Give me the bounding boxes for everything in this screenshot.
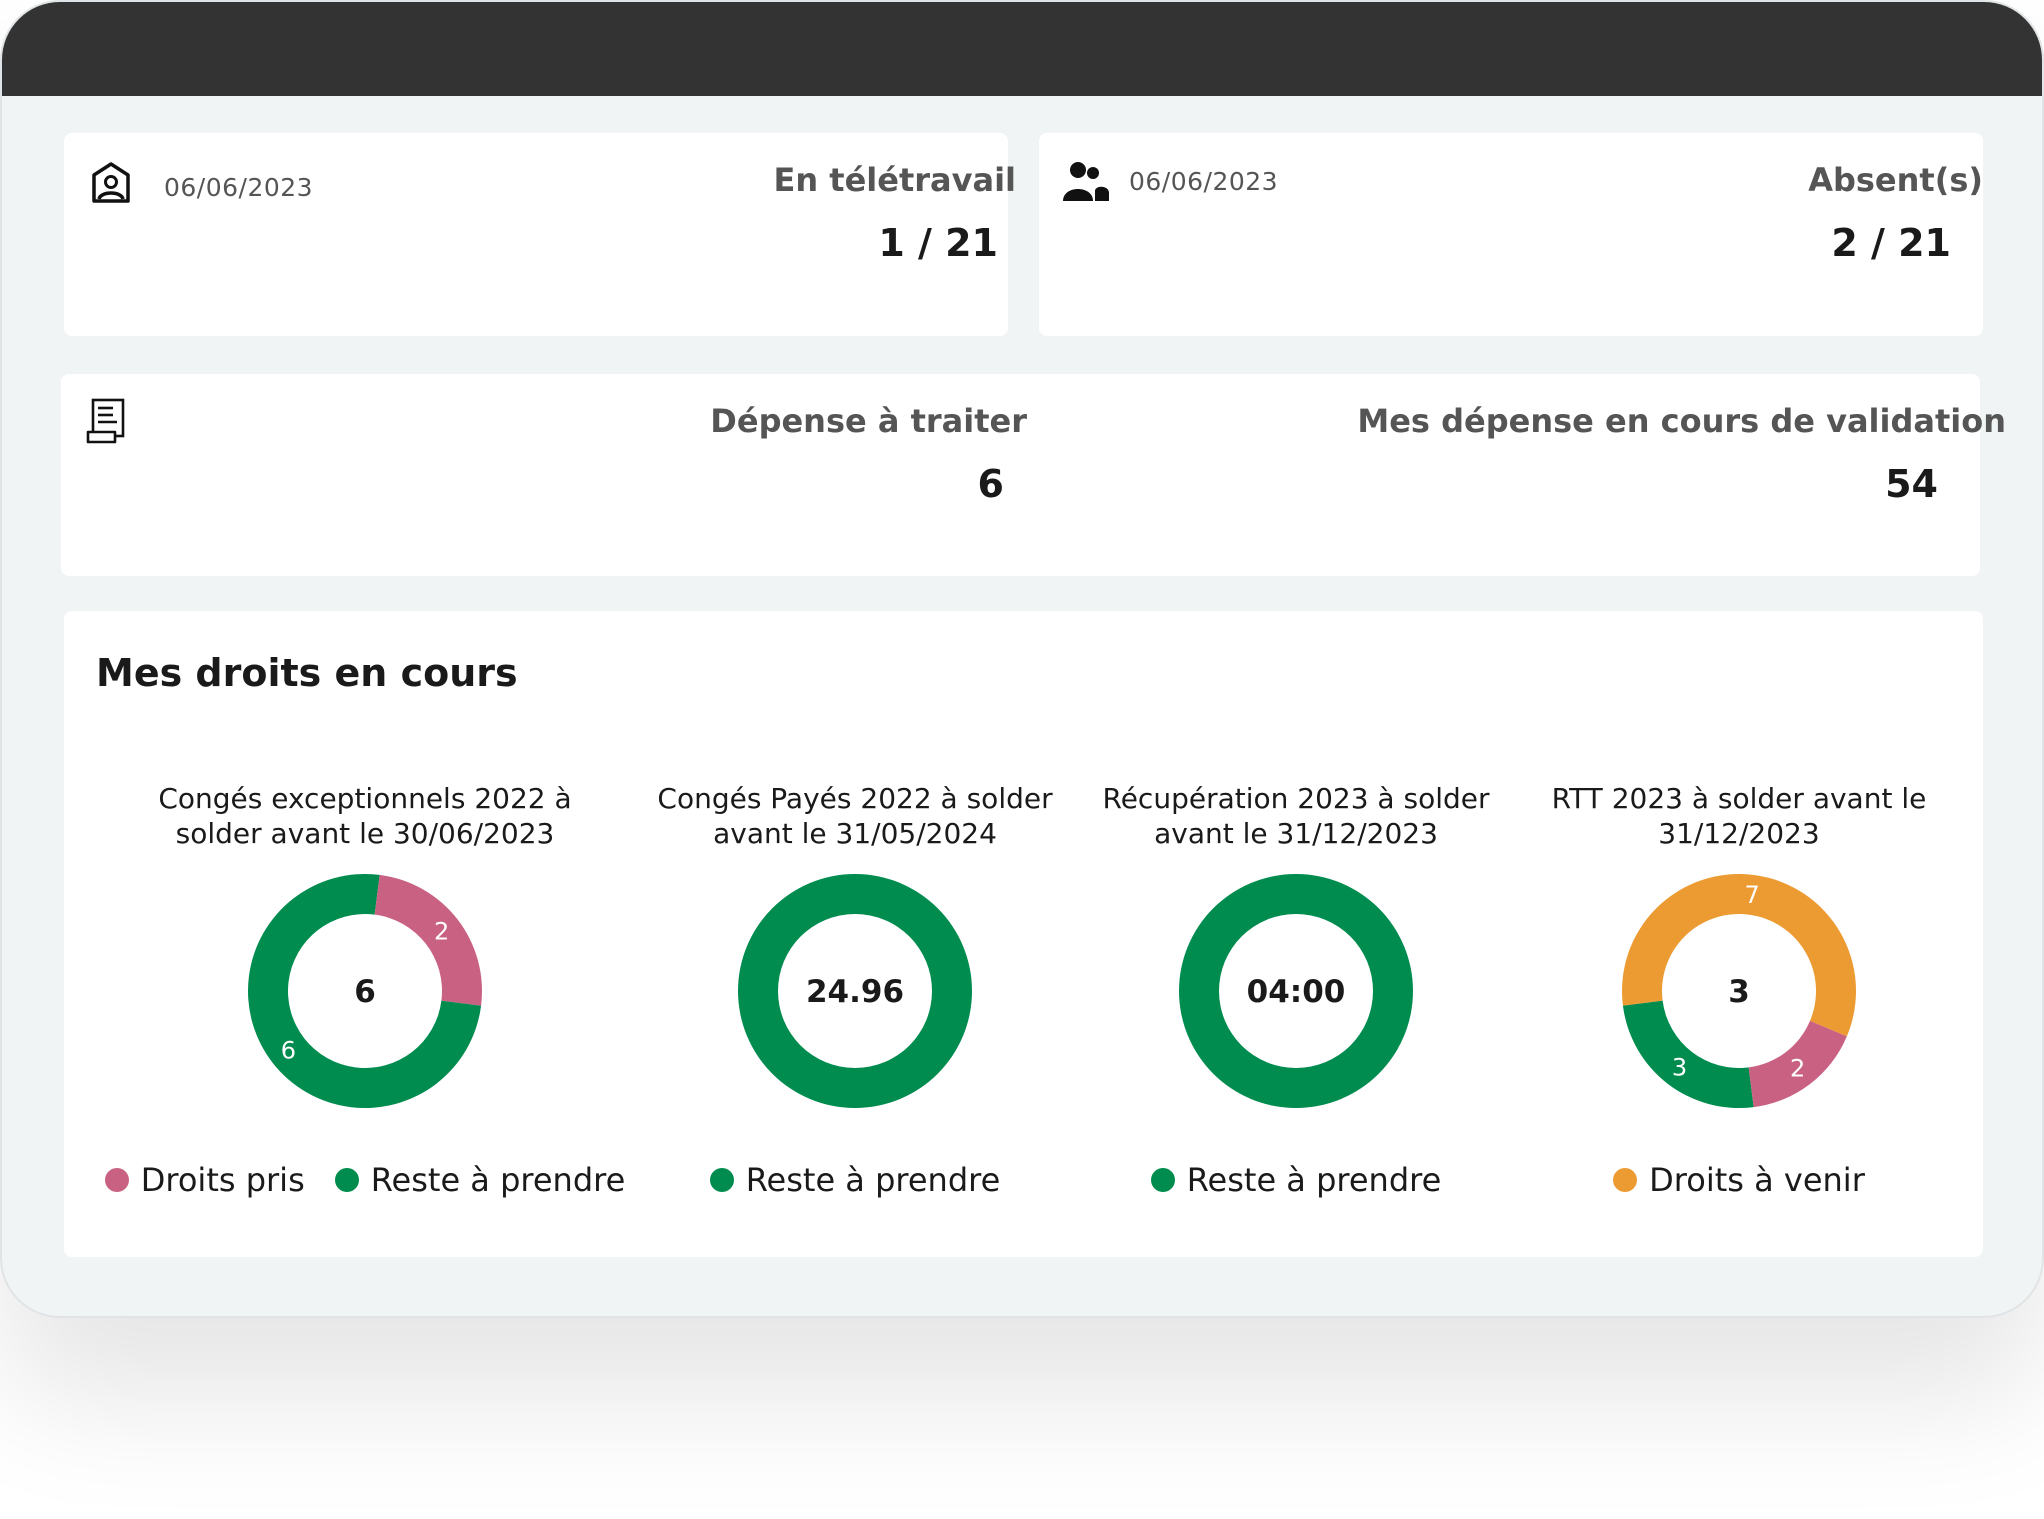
legend-item-reste-a-prendre[interactable]: Reste à prendre [334, 1161, 626, 1199]
legend-item-reste-a-prendre[interactable]: Reste à prendre [709, 1161, 1001, 1199]
slice-value-label: 2 [1790, 1054, 1805, 1082]
chart-title: RTT 2023 à solder avant le 31/12/2023 [1551, 782, 1927, 850]
donut-center-value: 24.96 [806, 974, 904, 1010]
window-titlebar [2, 2, 2042, 96]
depense-validation-value: 54 [1885, 462, 1938, 506]
absents-value: 2 / 21 [1831, 221, 1951, 265]
droits-card: Mes droits en cours Congés exceptionnels… [64, 611, 1983, 1257]
chart-title: Récupération 2023 à solder avant le 31/1… [1102, 782, 1490, 850]
teletravail-date: 06/06/2023 [164, 173, 314, 202]
users-icon [1063, 162, 1109, 201]
donut-slice-droits-a-venir[interactable] [1622, 874, 1856, 1037]
chart-conges-exceptionnels: Congés exceptionnels 2022 à solder avant… [104, 781, 625, 1211]
depenses-card[interactable]: Dépense à traiter 6 Mes dépense en cours… [61, 374, 2006, 576]
legend-item-reste-a-prendre[interactable]: Reste à prendre [1150, 1161, 1442, 1199]
donut-center-value: 6 [354, 974, 376, 1010]
receipt-icon [86, 398, 125, 444]
legend-dot-icon [1150, 1168, 1175, 1192]
chart-rtt: RTT 2023 à solder avant le 31/12/2023 3 7… [1519, 781, 1959, 1211]
teletravail-title: En télétravail [773, 161, 1016, 199]
chart-title: Congés Payés 2022 à solder avant le 31/0… [657, 782, 1053, 850]
legend-item-droits-pris[interactable]: Droits pris [104, 1161, 305, 1199]
absents-card[interactable]: 06/06/2023 Absent(s) 2 / 21 [1039, 133, 1983, 336]
slice-value-label: 7 [1745, 881, 1760, 909]
donut-chart: 04:00 [1179, 874, 1413, 1108]
legend-label: Droits à venir [1649, 1161, 1865, 1199]
chart-legend: Reste à prendre [1076, 1161, 1516, 1199]
depense-a-traiter-title: Dépense à traiter [710, 402, 1027, 440]
donut-slice-reste-a-prendre[interactable] [738, 874, 972, 1108]
depense-validation-title: Mes dépense en cours de validation [1357, 402, 2006, 440]
slice-value-label: 2 [434, 918, 449, 946]
donut-slice-droits-pris[interactable] [1748, 1020, 1847, 1108]
legend-dot-icon [709, 1168, 734, 1192]
donut-chart: 6 2 6 [248, 874, 482, 1108]
legend-dot-icon [104, 1168, 129, 1192]
teletravail-value: 1 / 21 [878, 221, 998, 265]
teletravail-card[interactable]: 06/06/2023 En télétravail 1 / 21 [64, 133, 1016, 336]
donut-chart: 24.96 [738, 874, 972, 1108]
donut-center-value: 3 [1728, 974, 1750, 1010]
donut-slice-reste-a-prendre[interactable] [1622, 1000, 1754, 1108]
chart-legend: Droits à venir [1519, 1161, 1959, 1199]
legend-label: Droits pris [140, 1161, 305, 1199]
slice-value-label: 3 [1672, 1054, 1687, 1082]
legend-dot-icon [334, 1168, 359, 1192]
legend-dot-icon [1613, 1168, 1638, 1192]
legend-label: Reste à prendre [1186, 1161, 1442, 1199]
chart-title: Congés exceptionnels 2022 à solder avant… [158, 782, 572, 850]
legend-label: Reste à prendre [745, 1161, 1001, 1199]
donut-chart: 3 7 2 3 [1622, 874, 1856, 1108]
legend-label: Reste à prendre [370, 1161, 626, 1199]
donut-center-value: 04:00 [1247, 974, 1346, 1010]
home-user-icon [92, 162, 130, 203]
droits-title: Mes droits en cours [96, 651, 518, 695]
chart-legend: Reste à prendre [635, 1161, 1075, 1199]
chart-recuperation: Récupération 2023 à solder avant le 31/1… [1076, 781, 1516, 1211]
legend-item-droits-a-venir[interactable]: Droits à venir [1613, 1161, 1865, 1199]
donut-slice-reste-a-prendre[interactable] [1179, 874, 1413, 1108]
slice-value-label: 6 [281, 1036, 296, 1064]
absents-date: 06/06/2023 [1129, 167, 1279, 196]
donut-slice-droits-pris[interactable] [374, 874, 482, 1006]
chart-conges-payes: Congés Payés 2022 à solder avant le 31/0… [635, 781, 1075, 1211]
depense-a-traiter-value: 6 [977, 462, 1004, 506]
donut-slice-reste-a-prendre[interactable] [248, 874, 482, 1108]
chart-legend: Droits pris Reste à prendre [104, 1161, 625, 1199]
absents-title: Absent(s) [1808, 161, 1983, 199]
app-window: 06/06/2023 En télétravail 1 / 21 06/06/2… [0, 0, 2044, 1318]
